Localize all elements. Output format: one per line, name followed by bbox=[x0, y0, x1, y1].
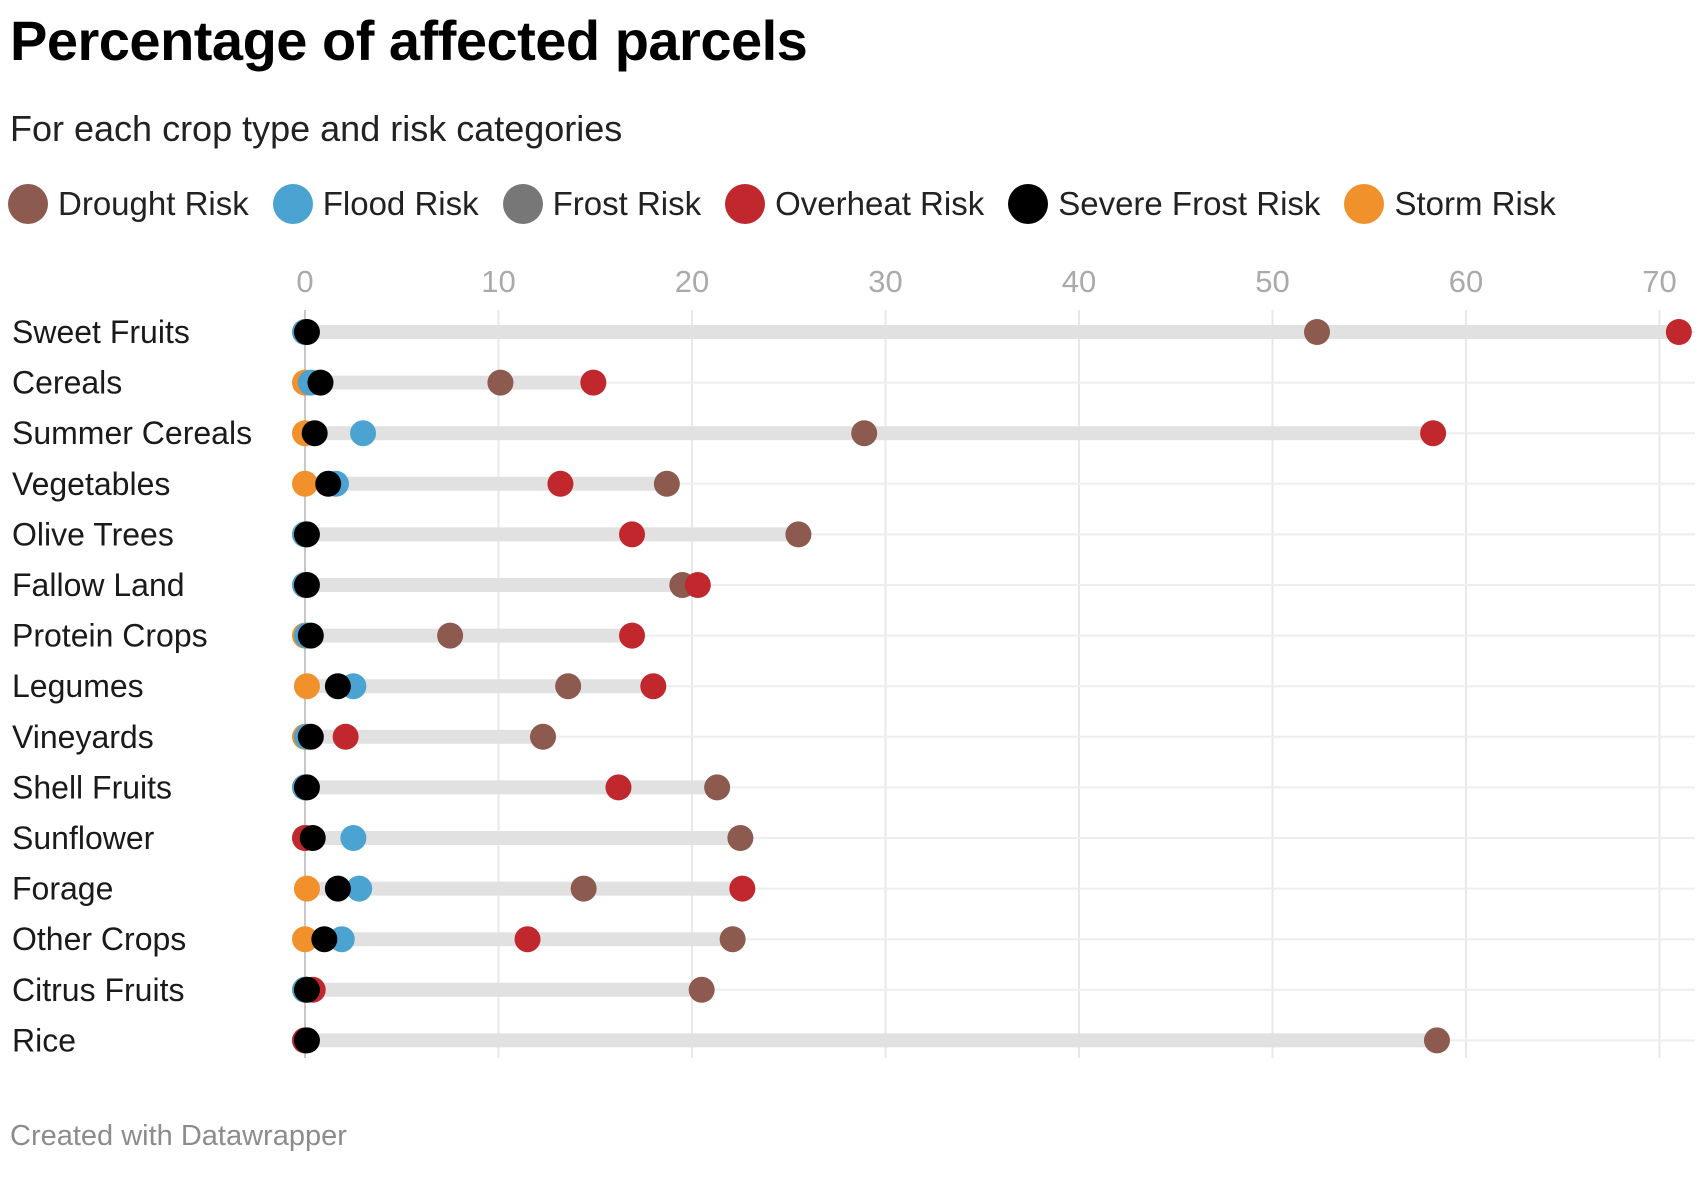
data-dot bbox=[350, 420, 377, 447]
legend-item: Drought Risk bbox=[8, 184, 249, 224]
data-dot bbox=[570, 875, 597, 902]
data-dot bbox=[297, 622, 324, 649]
x-tick-label: 0 bbox=[296, 264, 313, 299]
data-dot bbox=[324, 875, 351, 902]
category-label: Other Crops bbox=[12, 921, 186, 957]
data-dot bbox=[301, 420, 328, 447]
legend-label: Drought Risk bbox=[58, 185, 249, 222]
legend-label: Frost Risk bbox=[552, 185, 702, 222]
data-dot bbox=[727, 825, 754, 851]
data-dot bbox=[437, 622, 464, 649]
data-dot bbox=[729, 875, 756, 902]
data-dot bbox=[293, 875, 320, 902]
data-dot bbox=[293, 521, 320, 548]
category-label: Forage bbox=[12, 871, 113, 907]
legend-swatch bbox=[502, 184, 543, 224]
category-label: Shell Fruits bbox=[12, 769, 172, 805]
x-tick-label: 10 bbox=[481, 264, 515, 299]
data-dot bbox=[293, 319, 320, 345]
data-dot bbox=[332, 723, 359, 750]
data-dot bbox=[514, 926, 541, 953]
category-label: Fallow Land bbox=[12, 567, 185, 603]
data-dot bbox=[293, 1027, 320, 1054]
data-dot bbox=[719, 926, 746, 953]
data-dot bbox=[292, 926, 318, 953]
legend-label: Severe Frost Risk bbox=[1058, 185, 1321, 222]
legend-swatch bbox=[1008, 184, 1049, 224]
data-dot bbox=[653, 470, 680, 497]
category-label: Olive Trees bbox=[12, 516, 174, 552]
category-label: Sweet Fruits bbox=[12, 314, 190, 350]
data-dot bbox=[299, 825, 326, 851]
category-label: Legumes bbox=[12, 668, 144, 704]
category-label: Citrus Fruits bbox=[12, 972, 184, 1008]
data-dot bbox=[580, 369, 607, 396]
legend-swatch bbox=[272, 184, 313, 224]
legend-swatch bbox=[8, 184, 48, 224]
data-dot bbox=[324, 673, 351, 700]
x-tick-label: 70 bbox=[1642, 264, 1676, 299]
category-label: Vegetables bbox=[12, 466, 170, 502]
data-dot bbox=[315, 470, 342, 497]
category-label: Summer Cereals bbox=[12, 415, 252, 451]
data-dot bbox=[704, 774, 731, 801]
data-dot bbox=[684, 572, 711, 598]
data-dot bbox=[293, 673, 320, 700]
data-dot bbox=[1665, 319, 1692, 345]
data-dot bbox=[346, 875, 373, 902]
data-dot bbox=[297, 723, 324, 750]
x-tick-label: 20 bbox=[675, 264, 709, 299]
data-dot bbox=[307, 369, 334, 396]
legend-swatch bbox=[1344, 184, 1385, 224]
legend-swatch bbox=[725, 184, 766, 224]
data-dot bbox=[340, 825, 367, 851]
data-dot bbox=[1423, 1027, 1450, 1054]
legend-item: Severe Frost Risk bbox=[1008, 184, 1320, 224]
x-tick-label: 40 bbox=[1062, 264, 1096, 299]
chart-title: Percentage of affected parcels bbox=[10, 9, 808, 72]
data-dot bbox=[619, 622, 646, 649]
category-label: Vineyards bbox=[12, 719, 154, 755]
legend-item: Overheat Risk bbox=[725, 184, 984, 224]
data-dot bbox=[547, 470, 574, 497]
category-label: Sunflower bbox=[12, 820, 155, 856]
legend-label: Storm Risk bbox=[1394, 185, 1556, 222]
data-dot bbox=[688, 976, 715, 1003]
legend-label: Flood Risk bbox=[322, 185, 479, 222]
data-dot bbox=[640, 673, 667, 700]
data-dot bbox=[1304, 319, 1331, 345]
category-label: Rice bbox=[12, 1022, 76, 1058]
data-dot bbox=[487, 369, 514, 396]
data-dot bbox=[555, 673, 582, 700]
footer-credit: Created with Datawrapper bbox=[10, 1120, 347, 1152]
data-dot bbox=[851, 420, 878, 447]
category-label: Cereals bbox=[12, 365, 122, 401]
legend-item: Flood Risk bbox=[272, 184, 479, 224]
legend-item: Storm Risk bbox=[1344, 184, 1556, 224]
legend-item: Frost Risk bbox=[502, 184, 702, 224]
data-dot bbox=[293, 976, 320, 1003]
data-dot bbox=[619, 521, 646, 548]
data-dot bbox=[605, 774, 632, 801]
x-tick-label: 30 bbox=[868, 264, 902, 299]
data-dot bbox=[293, 774, 320, 801]
data-dot bbox=[293, 572, 320, 598]
data-dot bbox=[530, 723, 557, 750]
chart-subtitle: For each crop type and risk categories bbox=[10, 108, 623, 149]
legend-label: Overheat Risk bbox=[775, 185, 985, 222]
x-tick-label: 50 bbox=[1255, 264, 1289, 299]
dot-plot-chart: 0 10 20 30 40 50 60 70 Sweet Fruits Cereals Summer… bbox=[12, 264, 1695, 1058]
x-tick-label: 60 bbox=[1449, 264, 1483, 299]
data-dot bbox=[785, 521, 812, 548]
category-label: Protein Crops bbox=[12, 618, 208, 654]
legend: Drought Risk Flood Risk Frost Risk Overheat… bbox=[8, 184, 1580, 224]
data-dot bbox=[292, 470, 318, 497]
data-dot bbox=[1420, 420, 1447, 447]
data-dot bbox=[311, 926, 338, 953]
